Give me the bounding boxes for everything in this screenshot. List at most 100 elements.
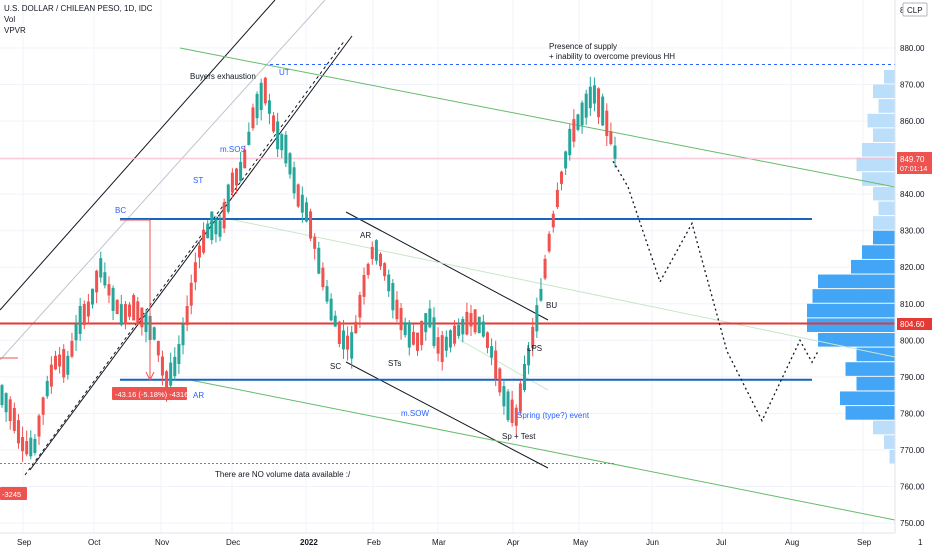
label-msow: m.SOW: [401, 409, 429, 418]
candle-body: [259, 82, 263, 111]
candle-body: [527, 348, 531, 366]
currency-badge[interactable]: CLP: [902, 2, 928, 17]
ascending-channel-upper-light: [0, 0, 326, 361]
svg-text:-3245: -3245: [2, 490, 21, 499]
candle-body: [136, 301, 140, 324]
candle-body: [119, 304, 123, 325]
symbol-title: U.S. DOLLAR / CHILEAN PESO, 1D, IDC: [4, 4, 153, 13]
faint-diagonal: [209, 214, 896, 358]
candle-body: [243, 149, 247, 169]
candle-body: [300, 194, 304, 213]
label-bc: BC: [115, 206, 126, 215]
candle-body: [189, 282, 193, 306]
channel-lines: [0, 0, 896, 521]
candle-body: [128, 304, 132, 317]
volume-profile-bar: [873, 84, 895, 99]
candle-body: [341, 330, 345, 350]
candle-body: [502, 386, 506, 407]
candle-body: [263, 77, 267, 104]
volume-profile-bar: [873, 186, 895, 201]
price-tick-label: 760.00: [900, 482, 925, 491]
volume-profile-bar: [818, 333, 895, 347]
candle-body: [543, 258, 547, 279]
candle-body: [0, 385, 4, 406]
candle-body: [469, 313, 473, 327]
candle-body: [99, 258, 103, 278]
candle-body: [547, 233, 551, 252]
volume-profile-bar: [873, 230, 895, 245]
candle-body: [230, 172, 234, 193]
candle-body: [325, 286, 329, 302]
label-supply-1: Presence of supply: [549, 42, 617, 51]
candle-body: [374, 240, 378, 261]
candle-body: [514, 407, 518, 426]
candle-body: [16, 420, 20, 444]
level-price-label: 804.60: [900, 320, 925, 329]
candle-body: [560, 171, 564, 184]
svg-text:-43.16 (-5.18%) -4316: -43.16 (-5.18%) -4316: [115, 390, 188, 399]
price-tick-label: 840.00: [900, 190, 925, 199]
candle-body: [358, 295, 362, 318]
candle-body: [309, 211, 313, 239]
candle-body: [288, 153, 292, 175]
volume-profile-bar: [884, 69, 895, 84]
candle-body: [132, 295, 136, 321]
indicator-vpvr: VPVR: [4, 26, 26, 35]
candle-body: [218, 220, 222, 237]
candle-body: [202, 229, 206, 253]
candle-body: [494, 350, 498, 379]
time-tick-label: Jul: [716, 538, 726, 547]
price-axis[interactable]: 880.00870.00860.00850.00840.00830.00820.…: [900, 6, 925, 528]
candle-body: [333, 315, 337, 327]
candle-body: [473, 309, 477, 333]
candle-body: [181, 324, 185, 346]
candle-body: [453, 325, 457, 344]
volume-profile-bar: [867, 113, 895, 128]
candle-body: [481, 321, 485, 337]
candle-body: [152, 327, 156, 340]
candle-body: [416, 332, 420, 351]
candle-body: [391, 283, 395, 311]
price-tick-label: 770.00: [900, 446, 925, 455]
label-sts: STs: [388, 359, 401, 368]
time-axis[interactable]: Sep Oct Nov Dec 2022 Feb Mar Apr May Jun Jul Aug Sep…: [17, 538, 923, 547]
candle-body: [210, 211, 214, 241]
candle-body: [111, 287, 115, 311]
candle-body: [165, 371, 169, 392]
current-price-badge: 849.70 07:01:14: [897, 152, 932, 174]
candles: [0, 76, 617, 462]
candle-body: [53, 355, 57, 370]
candle-body: [86, 301, 90, 317]
current-price-label: 849.70: [900, 155, 925, 164]
label-st: ST: [193, 176, 203, 185]
candle-body: [251, 107, 255, 129]
candle-body: [399, 307, 403, 331]
candle-body: [284, 134, 288, 164]
candle-body: [4, 393, 8, 413]
candle-body: [95, 270, 99, 293]
time-tick-label: Oct: [88, 538, 101, 547]
price-tick-label: 820.00: [900, 263, 925, 272]
candle-body: [428, 308, 432, 328]
candle-body: [321, 267, 325, 288]
label-supply-2: + inability to overcome previous HH: [549, 52, 675, 61]
candle-body: [597, 88, 601, 118]
candle-body: [247, 131, 251, 146]
time-tick-partial: 1: [918, 538, 923, 547]
candle-body: [572, 119, 576, 142]
svg-text:CLP: CLP: [907, 6, 923, 15]
candle-body: [337, 321, 341, 344]
candle-body: [214, 220, 218, 235]
candle-body: [33, 438, 37, 453]
volume-profile-bar: [884, 435, 895, 449]
time-tick-label: 2022: [300, 538, 318, 547]
candle-body: [387, 274, 391, 292]
candle-body: [272, 115, 276, 132]
candle-body: [115, 299, 119, 315]
measure-badge: -43.16 (-5.18%) -4316: [112, 387, 188, 400]
candle-body: [605, 110, 609, 136]
candle-body: [539, 288, 543, 301]
candle-body: [82, 303, 86, 326]
label-ar-bottom: AR: [193, 391, 204, 400]
